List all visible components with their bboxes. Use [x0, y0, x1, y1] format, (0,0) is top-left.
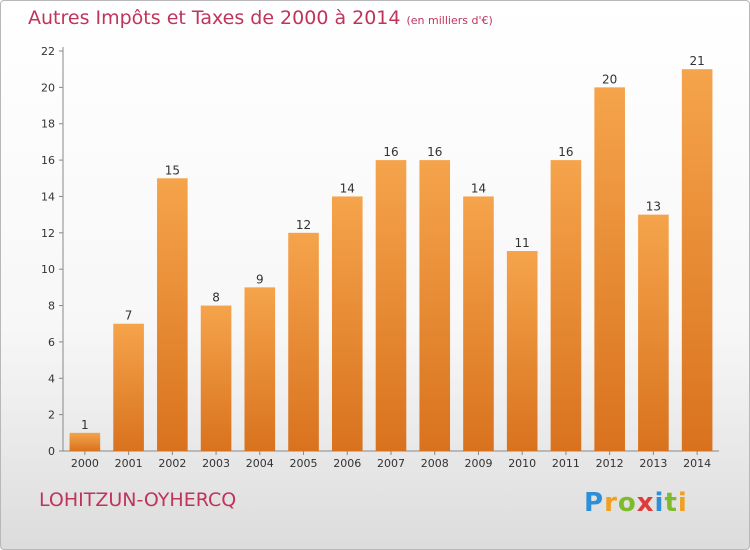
bar — [331, 196, 363, 451]
x-tick-label: 2006 — [333, 457, 361, 470]
bar — [200, 305, 232, 451]
y-tick-label: 20 — [41, 81, 55, 94]
bar — [550, 160, 582, 451]
proxiti-logo[interactable]: Proxiti — [584, 488, 688, 518]
bar — [638, 214, 669, 451]
logo-letter: o — [617, 488, 637, 518]
chart-title: Autres Impôts et Taxes de 2000 à 2014 (en… — [28, 7, 493, 29]
bar — [113, 323, 144, 451]
logo-letter: P — [584, 488, 605, 518]
x-tick-label: 2011 — [552, 457, 580, 470]
data-label: 14 — [340, 181, 355, 195]
bar — [244, 287, 276, 451]
y-tick-label: 16 — [41, 154, 55, 167]
y-tick-label: 10 — [41, 263, 55, 276]
y-tick-label: 12 — [41, 227, 55, 240]
y-tick-label: 8 — [48, 300, 55, 313]
bar — [419, 160, 451, 451]
y-tick-label: 14 — [41, 190, 55, 203]
y-tick-label: 2 — [48, 409, 55, 422]
commune-name: LOHITZUN-OYHERCQ — [39, 489, 237, 511]
bar — [681, 69, 713, 451]
data-label: 21 — [689, 54, 704, 68]
data-label: 20 — [602, 72, 617, 86]
x-tick-label: 2003 — [202, 457, 230, 470]
data-label: 15 — [165, 163, 180, 177]
x-tick-label: 2012 — [596, 457, 624, 470]
logo-letter: t — [664, 488, 678, 518]
data-label: 13 — [646, 200, 661, 214]
bar — [69, 432, 101, 451]
logo-letter: r — [604, 488, 618, 518]
y-tick-label: 22 — [41, 45, 55, 58]
bar — [506, 251, 538, 451]
data-label: 1 — [81, 418, 89, 432]
chart-title-unit: (en milliers d'€) — [406, 14, 493, 27]
bar — [375, 160, 407, 451]
data-label: 9 — [256, 272, 264, 286]
data-label: 16 — [558, 145, 573, 159]
x-tick-label: 2007 — [377, 457, 405, 470]
data-label: 16 — [427, 145, 442, 159]
bar — [463, 196, 494, 451]
x-tick-label: 2010 — [508, 457, 536, 470]
x-tick-label: 2000 — [71, 457, 99, 470]
y-tick-label: 0 — [48, 445, 55, 458]
x-tick-label: 2013 — [639, 457, 667, 470]
x-tick-label: 2004 — [246, 457, 274, 470]
bar — [157, 178, 188, 452]
x-tick-label: 2001 — [115, 457, 143, 470]
bar — [288, 232, 319, 451]
chart-title-main: Autres Impôts et Taxes de 2000 à 2014 — [28, 7, 401, 29]
y-tick-label: 6 — [48, 336, 55, 349]
y-tick-label: 4 — [48, 372, 55, 385]
data-label: 16 — [383, 145, 398, 159]
data-label: 11 — [515, 236, 530, 250]
data-label: 14 — [471, 181, 486, 195]
data-label: 7 — [125, 309, 133, 323]
x-tick-label: 2002 — [158, 457, 186, 470]
x-tick-label: 2008 — [421, 457, 449, 470]
logo-letter: x — [636, 488, 655, 518]
x-tick-label: 2005 — [290, 457, 318, 470]
y-tick-label: 18 — [41, 118, 55, 131]
data-label: 8 — [212, 291, 220, 305]
logo-letter: i — [677, 488, 688, 518]
bar — [594, 87, 625, 451]
x-tick-label: 2009 — [464, 457, 492, 470]
data-label: 12 — [296, 218, 311, 232]
logo-letter: i — [654, 488, 665, 518]
x-tick-label: 2014 — [683, 457, 711, 470]
